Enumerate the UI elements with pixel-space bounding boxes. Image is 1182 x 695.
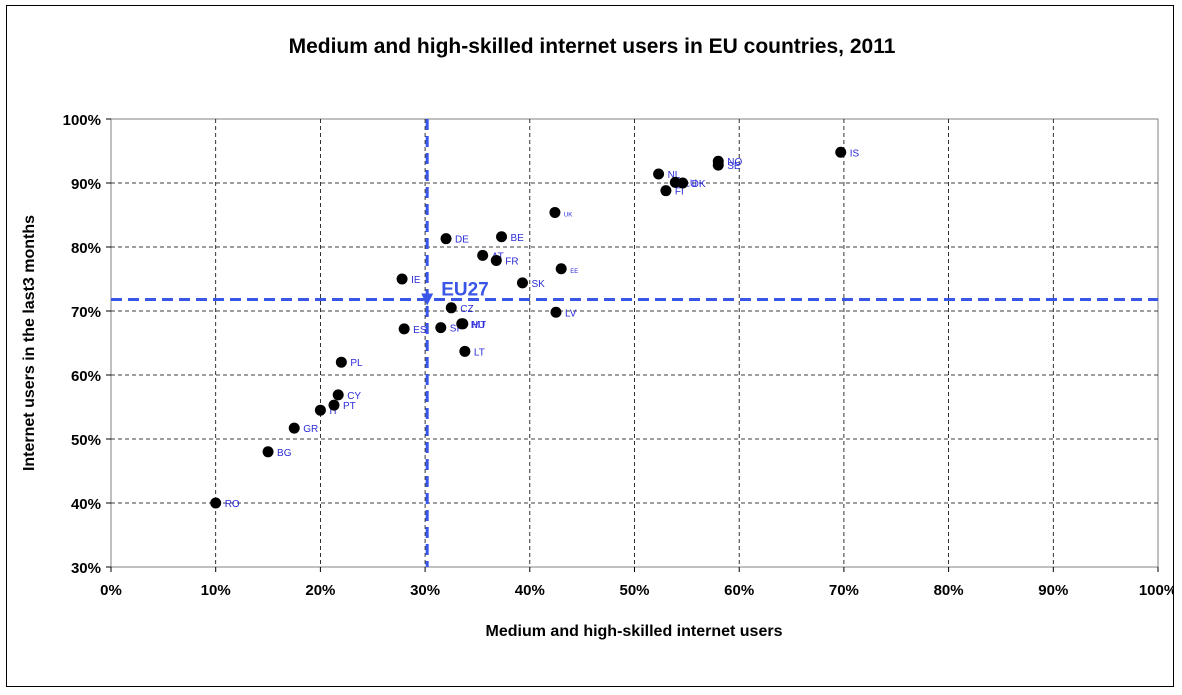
point-ro — [210, 497, 222, 509]
point-cy — [332, 389, 344, 401]
chart-title: Medium and high-skilled internet users i… — [289, 35, 896, 58]
point-ee — [555, 263, 567, 275]
point-label-lv: LV — [565, 308, 577, 319]
point-label-lt: LT — [474, 347, 485, 358]
point-mt — [457, 318, 469, 330]
x-tick-label: 0% — [100, 582, 122, 599]
point-is — [835, 146, 847, 158]
y-tick-label: 80% — [71, 240, 101, 257]
point-label-mt: MT — [472, 320, 486, 331]
point-es — [398, 323, 410, 335]
x-tick-label: 90% — [1038, 582, 1068, 599]
point-label-bg: BG — [277, 448, 292, 459]
point-pl — [335, 356, 347, 368]
point-dk — [677, 177, 689, 189]
point-label-gr: GR — [303, 424, 318, 435]
x-tick-label: 60% — [724, 582, 754, 599]
y-tick-label: 60% — [71, 368, 101, 385]
point-at — [477, 249, 489, 261]
y-tick-label: 50% — [71, 432, 101, 449]
point-label-de: DE — [455, 235, 469, 246]
point-lt — [459, 345, 471, 357]
tick-labels: 0% 10% 20% 30% 40% 50% 60% 70% 80% 90% 100% 30% 40% 5… — [63, 112, 1173, 599]
point-label-si: SI — [450, 324, 459, 335]
point-label-uk: UK — [564, 212, 572, 218]
point-fr — [490, 254, 502, 266]
data-points: ROBGGRITPTCYPLESIESICZDEHUMTLTATFRBESKUK… — [210, 146, 860, 510]
point-be — [496, 231, 508, 243]
point-label-fi: FI — [675, 187, 684, 198]
point-sk — [516, 277, 528, 289]
grid-lines — [106, 118, 1159, 572]
x-axis-title: Medium and high-skilled internet users — [486, 623, 783, 640]
point-it — [314, 404, 326, 416]
y-tick-label: 30% — [71, 560, 101, 577]
point-label-is: IS — [850, 148, 860, 159]
y-tick-label: 100% — [63, 112, 101, 129]
point-gr — [288, 422, 300, 434]
point-label-be: BE — [511, 233, 525, 244]
chart-frame: Medium and high-skilled internet users i… — [6, 5, 1174, 687]
point-fi — [660, 185, 672, 197]
point-label-sk: SK — [531, 279, 545, 290]
point-label-hu: HU — [471, 320, 485, 331]
y-tick-label: 90% — [71, 176, 101, 193]
point-label-cz: CZ — [460, 304, 473, 315]
eu27-reference: EU27 — [111, 119, 1158, 567]
point-se — [712, 159, 724, 171]
scatter-chart: Medium and high-skilled internet users i… — [21, 35, 1173, 640]
point-uk — [549, 206, 561, 218]
point-label-ro: RO — [225, 499, 240, 510]
x-tick-label: 30% — [410, 582, 440, 599]
point-label-fr: FR — [505, 256, 518, 267]
x-tick-label: 100% — [1139, 582, 1173, 599]
x-tick-label: 40% — [515, 582, 545, 599]
point-nl — [653, 168, 665, 180]
point-label-no: NO — [727, 157, 742, 168]
y-axis-title: Internet users in the last3 months — [21, 215, 38, 471]
point-label-pt: PT — [343, 401, 356, 412]
point-ie — [396, 273, 408, 285]
point-label-ie: IE — [411, 275, 421, 286]
point-label-it: IT — [329, 406, 338, 417]
point-label-se: SE — [727, 161, 741, 172]
eu27-label: EU27 — [441, 279, 489, 300]
point-si — [435, 322, 447, 334]
point-de — [440, 233, 452, 245]
point-pt — [328, 399, 340, 411]
point-label-dk: DK — [692, 179, 706, 190]
point-lv — [550, 306, 562, 318]
point-label-es: ES — [413, 325, 427, 336]
point-label-pl: PL — [350, 358, 363, 369]
point-cz — [445, 302, 457, 314]
point-label-lu: LU — [684, 178, 697, 189]
point-label-cy: CY — [347, 391, 361, 402]
x-tick-label: 80% — [934, 582, 964, 599]
y-tick-label: 70% — [71, 304, 101, 321]
point-label-nl: NL — [668, 170, 681, 181]
x-tick-label: 70% — [829, 582, 859, 599]
point-bg — [262, 446, 274, 458]
y-tick-label: 40% — [71, 496, 101, 513]
point-label-ee: EE — [570, 269, 578, 275]
x-tick-label: 10% — [201, 582, 231, 599]
x-tick-label: 20% — [305, 582, 335, 599]
x-tick-label: 50% — [619, 582, 649, 599]
eu27-marker — [421, 293, 434, 306]
